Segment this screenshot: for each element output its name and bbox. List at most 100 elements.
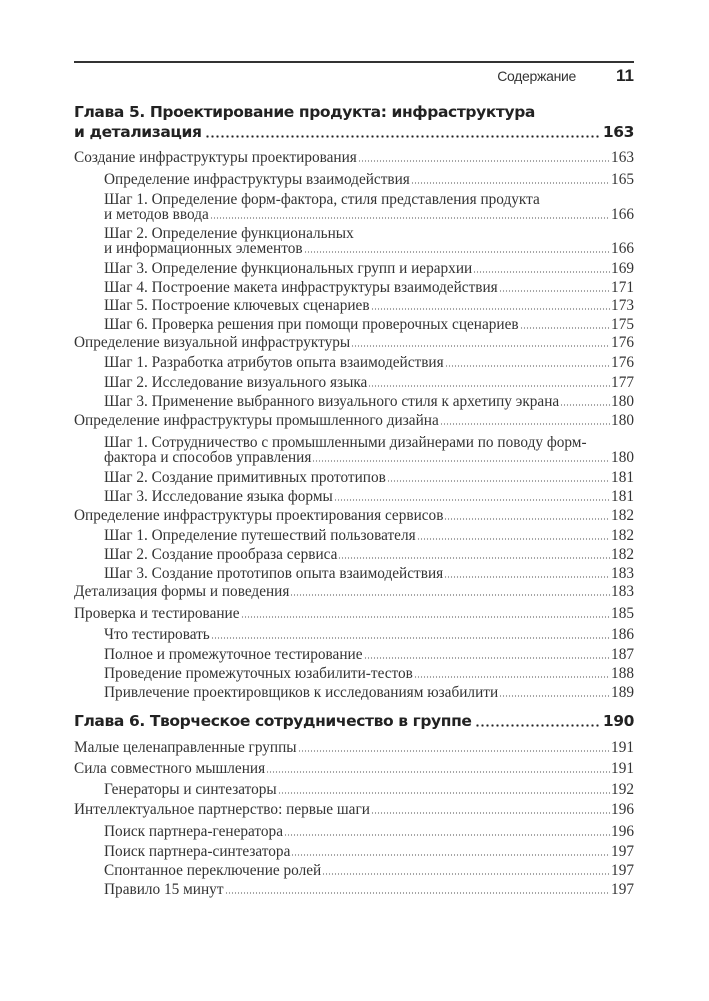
toc-entry: Шаг 1. Определение путешествий пользоват… [104, 527, 634, 544]
toc-entry: Правило 15 минут 197 [104, 881, 634, 898]
toc-chapter: Глава 6. Творческое сотрудничество в гру… [74, 711, 634, 731]
toc-entry-line: Шаг 2. Определение функциональных [104, 225, 354, 242]
toc-entry: Шаг 2. Создание прообраза сервиса 182 [104, 546, 634, 563]
entry-title: Шаг 6. Проверка решения при помощи прове… [104, 316, 519, 333]
entry-title: Шаг 2. Создание прообраза сервиса [104, 546, 338, 563]
entry-title: и информационных элементов [104, 240, 303, 257]
entry-title: Сила совместного мышления [74, 760, 266, 777]
dot-leader [322, 873, 611, 875]
running-header: Содержание 11 [497, 66, 634, 86]
toc-entry: Определение инфраструктуры взаимодействи… [104, 171, 634, 188]
entry-page: 173 [611, 297, 634, 314]
toc-entry: Малые целенаправленные группы 191 [74, 739, 634, 756]
chapter-page: 163 [602, 123, 635, 141]
dot-leader [209, 217, 611, 219]
dot-leader [210, 637, 611, 639]
entry-page: 165 [611, 171, 634, 188]
dot-leader [351, 345, 611, 347]
dot-leader [413, 676, 611, 678]
header-rule [74, 61, 634, 63]
entry-title: Определение инфраструктуры проектировани… [74, 507, 444, 524]
dot-leader [224, 892, 611, 894]
dot-leader [291, 854, 611, 856]
toc-entry: Шаг 3. Применение выбранного визуального… [104, 393, 634, 410]
dot-leader [370, 308, 611, 310]
entry-page: 189 [611, 684, 634, 701]
entry-title: фактора и способов управления [104, 449, 312, 466]
toc-entry: Поиск партнера-генератора 196 [104, 823, 634, 840]
dot-leader [444, 365, 611, 367]
entry-page: 176 [611, 354, 634, 371]
dot-leader [386, 480, 611, 482]
toc-entry-line: Шаг 1. Определение форм-фактора, стиля п… [104, 191, 540, 208]
entry-title: Поиск партнера-генератора [104, 823, 283, 840]
chapter-line: Глава 6. Творческое сотрудничество в гру… [74, 711, 634, 731]
entry-title: Детализация формы и поведения [74, 583, 290, 600]
toc-entry: Шаг 3. Определение функциональных групп … [104, 260, 634, 277]
toc-entry: Шаг 4. Построение макета инфраструктуры … [104, 279, 634, 296]
chapter-title: и детализация [74, 123, 202, 141]
toc-entry: Детализация формы и поведения 183 [74, 583, 634, 600]
section-title: Содержание [497, 68, 577, 84]
entry-title: Шаг 1. Разработка атрибутов опыта взаимо… [104, 354, 444, 371]
chapter-line: Глава 5. Проектирование продукта: инфрас… [74, 102, 634, 122]
dot-leader [312, 460, 611, 462]
entry-title: Шаг 1. Определение путешествий пользоват… [104, 527, 416, 544]
entry-page: 188 [611, 665, 634, 682]
toc-entry: Шаг 2. Исследование визуального языка 177 [104, 374, 634, 391]
dot-leader [266, 771, 611, 773]
toc-entry: и методов ввода 166 [104, 206, 634, 223]
entry-page: 197 [611, 843, 634, 860]
entry-page: 177 [611, 374, 634, 391]
dot-leader [204, 135, 600, 138]
entry-title: Полное и промежуточное тестирование [104, 646, 363, 663]
dot-leader [357, 160, 611, 162]
toc-entry: Шаг 5. Построение ключевых сценариев 173 [104, 297, 634, 314]
toc-entry: Шаг 6. Проверка решения при помощи прове… [104, 316, 634, 333]
chapter-page: 190 [602, 712, 635, 730]
entry-page: 181 [611, 488, 634, 505]
entry-page: 191 [611, 739, 634, 756]
entry-page: 191 [611, 760, 634, 777]
entry-page: 197 [611, 881, 634, 898]
dot-leader [439, 423, 611, 425]
dot-leader [519, 327, 611, 329]
toc-entry: Поиск партнера-синтезатора 197 [104, 843, 634, 860]
entry-page: 175 [611, 316, 634, 333]
toc-entry: Определение визуальной инфраструктуры 176 [74, 334, 634, 351]
toc-entry: Проверка и тестирование 185 [74, 605, 634, 622]
dot-leader [370, 812, 611, 814]
entry-page: 163 [611, 149, 634, 166]
toc-entry: и информационных элементов 166 [104, 240, 634, 257]
entry-page: 187 [611, 646, 634, 663]
toc-entry: Шаг 2. Создание примитивных прототипов 18… [104, 469, 634, 486]
entry-page: 181 [611, 469, 634, 486]
toc-entry: Определение инфраструктуры промышленного… [74, 412, 634, 429]
dot-leader [444, 518, 611, 520]
entry-page: 196 [611, 823, 634, 840]
toc-entry: Шаг 1. Разработка атрибутов опыта взаимо… [104, 354, 634, 371]
entry-title: Шаг 3. Определение функциональных групп … [104, 260, 473, 277]
toc-entry: Шаг 3. Исследование языка формы 181 [104, 488, 634, 505]
entry-page: 166 [611, 206, 634, 223]
dot-leader [363, 657, 611, 659]
entry-title: Шаг 4. Построение макета инфраструктуры … [104, 279, 498, 296]
entry-page: 166 [611, 240, 634, 257]
toc-entry: Что тестировать 186 [104, 626, 634, 643]
entry-page: 196 [611, 801, 634, 818]
entry-title: Интеллектуальное партнерство: первые шаг… [74, 801, 370, 818]
toc-entry: Привлечение проектировщиков к исследован… [104, 684, 634, 701]
dot-leader [277, 792, 611, 794]
entry-page: 169 [611, 260, 634, 277]
entry-title: Малые целенаправленные группы [74, 739, 297, 756]
toc-entry: Спонтанное переключение ролей 197 [104, 862, 634, 879]
dot-leader [290, 594, 611, 596]
entry-page: 176 [611, 334, 634, 351]
chapter-title: Глава 5. Проектирование продукта: инфрас… [74, 103, 535, 121]
entry-title: Шаг 2. Создание примитивных прототипов [104, 469, 386, 486]
entry-title: Шаг 3. Создание прототипов опыта взаимод… [104, 565, 444, 582]
dot-leader [498, 290, 611, 292]
entry-title: Привлечение проектировщиков к исследован… [104, 684, 499, 701]
dot-leader [368, 385, 611, 387]
toc-entry: Проведение промежуточных юзабилити-тесто… [104, 665, 634, 682]
